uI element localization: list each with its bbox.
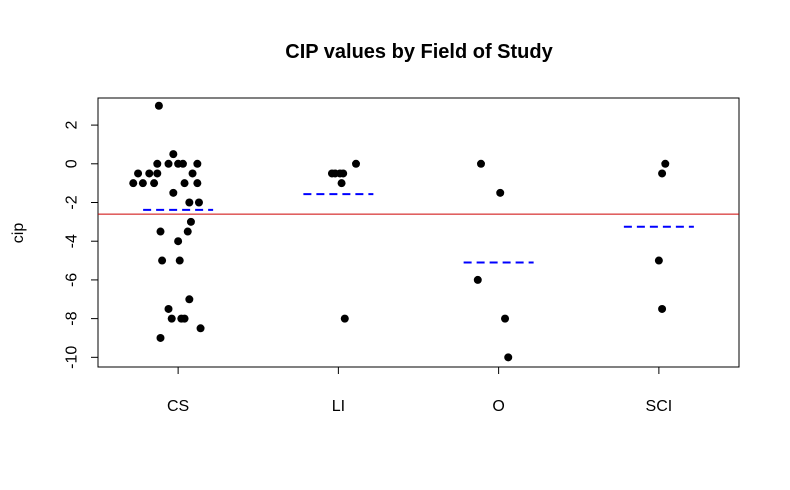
x-tick-label-li: LI [332, 398, 345, 415]
data-point [339, 169, 348, 178]
data-point [153, 169, 162, 178]
data-point [156, 333, 165, 342]
data-point [654, 256, 663, 265]
data-point [188, 169, 197, 178]
data-point [158, 256, 167, 265]
y-tick-label: -4 [64, 234, 81, 248]
data-point [129, 179, 138, 188]
data-point [134, 169, 143, 178]
y-tick-label: -6 [64, 273, 81, 287]
data-point [501, 314, 510, 323]
data-point [169, 150, 178, 159]
data-point [194, 198, 203, 207]
data-point [156, 227, 165, 236]
data-point [138, 179, 147, 188]
data-point [178, 159, 187, 168]
data-point [352, 159, 361, 168]
x-tick-label-cs: CS [167, 398, 189, 415]
data-point [476, 159, 485, 168]
x-tick-label-sci: SCI [646, 398, 673, 415]
data-point [169, 188, 178, 197]
group-mean-lines [143, 193, 694, 264]
data-point [180, 314, 189, 323]
data-point [193, 179, 202, 188]
data-point [175, 256, 184, 265]
data-point [174, 237, 183, 246]
data-point [185, 295, 194, 304]
data-point [185, 198, 194, 207]
x-tick-label-o: O [492, 398, 504, 415]
y-tick-label: -8 [64, 311, 81, 325]
y-tick-label: -10 [64, 346, 81, 369]
data-point [154, 101, 163, 110]
data-point [473, 275, 482, 284]
data-point [186, 217, 195, 226]
data-point [164, 304, 173, 313]
x-axis: CS LI O SCI [167, 366, 673, 415]
data-points [129, 101, 670, 362]
y-axis-label: cip [10, 223, 27, 244]
data-point [658, 169, 667, 178]
data-point [150, 179, 159, 188]
data-point [164, 159, 173, 168]
data-point [145, 169, 154, 178]
y-tick-label: 0 [64, 159, 81, 168]
data-point [167, 314, 176, 323]
data-point [180, 179, 189, 188]
data-point [496, 188, 505, 197]
data-point [193, 159, 202, 168]
chart-title: CIP values by Field of Study [285, 41, 553, 63]
y-tick-label: 2 [64, 121, 81, 130]
y-tick-label: -2 [64, 195, 81, 209]
data-point [504, 353, 513, 362]
data-point [183, 227, 192, 236]
data-point [661, 159, 670, 168]
data-point [340, 314, 349, 323]
y-axis: 2 0 -2 -4 -6 -8 -10 [64, 121, 99, 369]
data-point [658, 304, 667, 313]
data-point [337, 179, 346, 188]
data-point [153, 159, 162, 168]
data-point [196, 324, 205, 333]
